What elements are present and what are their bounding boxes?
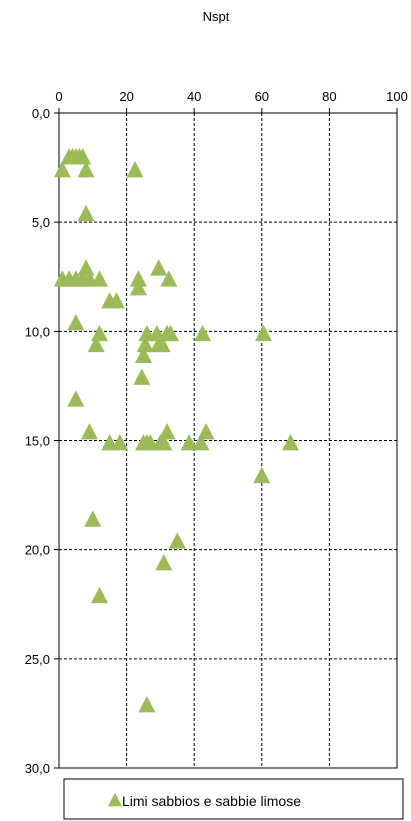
- data-point: [77, 161, 95, 178]
- legend-label: Limi sabbios e sabbie limose: [122, 793, 301, 809]
- data-point: [180, 434, 198, 451]
- data-point: [67, 390, 85, 407]
- data-point: [77, 259, 95, 276]
- x-axis: 0 20 40 60 80 100: [55, 89, 408, 113]
- y-tick-label: 25,0: [25, 652, 50, 667]
- x-tick-label: 0: [55, 89, 62, 104]
- x-tick-label: 80: [322, 89, 336, 104]
- data-point: [153, 335, 171, 353]
- legend: Limi sabbios e sabbie limose: [63, 778, 404, 820]
- grid-lines: [59, 113, 397, 768]
- data-point: [87, 335, 105, 353]
- x-tick-label: 100: [386, 89, 408, 104]
- data-point: [126, 161, 144, 178]
- data-point: [129, 279, 147, 296]
- data-point: [197, 423, 215, 440]
- data-point: [91, 586, 109, 604]
- data-point: [53, 161, 71, 178]
- data-point: [111, 434, 129, 451]
- y-axis: 0,0 5,0 10,0 15,0 20,0 25,0 30,0: [25, 106, 59, 776]
- data-point: [129, 270, 147, 287]
- data-point: [80, 423, 98, 440]
- x-tick-label: 20: [119, 89, 133, 104]
- data-point: [192, 434, 210, 451]
- y-tick-label: 20,0: [25, 543, 50, 558]
- data-point: [138, 696, 156, 713]
- data-point: [155, 554, 173, 571]
- data-point: [67, 313, 85, 331]
- data-point: [162, 324, 180, 342]
- data-point: [91, 270, 109, 287]
- data-point: [253, 466, 271, 484]
- y-tick-label: 15,0: [25, 434, 50, 449]
- x-tick-label: 60: [255, 89, 269, 104]
- data-point: [77, 204, 95, 222]
- data-point: [135, 346, 152, 363]
- x-tick-label: 40: [187, 89, 201, 104]
- data-point: [158, 423, 176, 440]
- data-points: [53, 148, 300, 713]
- data-point: [84, 510, 102, 527]
- data-point: [194, 324, 212, 342]
- chart-title: Nspt: [203, 9, 230, 24]
- data-point: [160, 270, 178, 287]
- data-point: [155, 434, 173, 451]
- legend-box: [63, 778, 404, 820]
- data-point: [91, 324, 109, 342]
- y-tick-label: 0,0: [32, 106, 50, 121]
- legend-marker: [108, 792, 122, 807]
- data-point: [168, 532, 186, 549]
- data-point: [133, 368, 151, 385]
- y-tick-label: 10,0: [25, 324, 50, 339]
- data-point: [74, 148, 92, 165]
- y-tick-label: 5,0: [32, 215, 50, 230]
- data-point: [254, 324, 272, 342]
- data-point: [282, 434, 300, 451]
- data-point: [136, 335, 154, 353]
- data-point: [107, 292, 125, 309]
- data-point: [150, 259, 168, 276]
- y-tick-label: 30,0: [25, 761, 50, 776]
